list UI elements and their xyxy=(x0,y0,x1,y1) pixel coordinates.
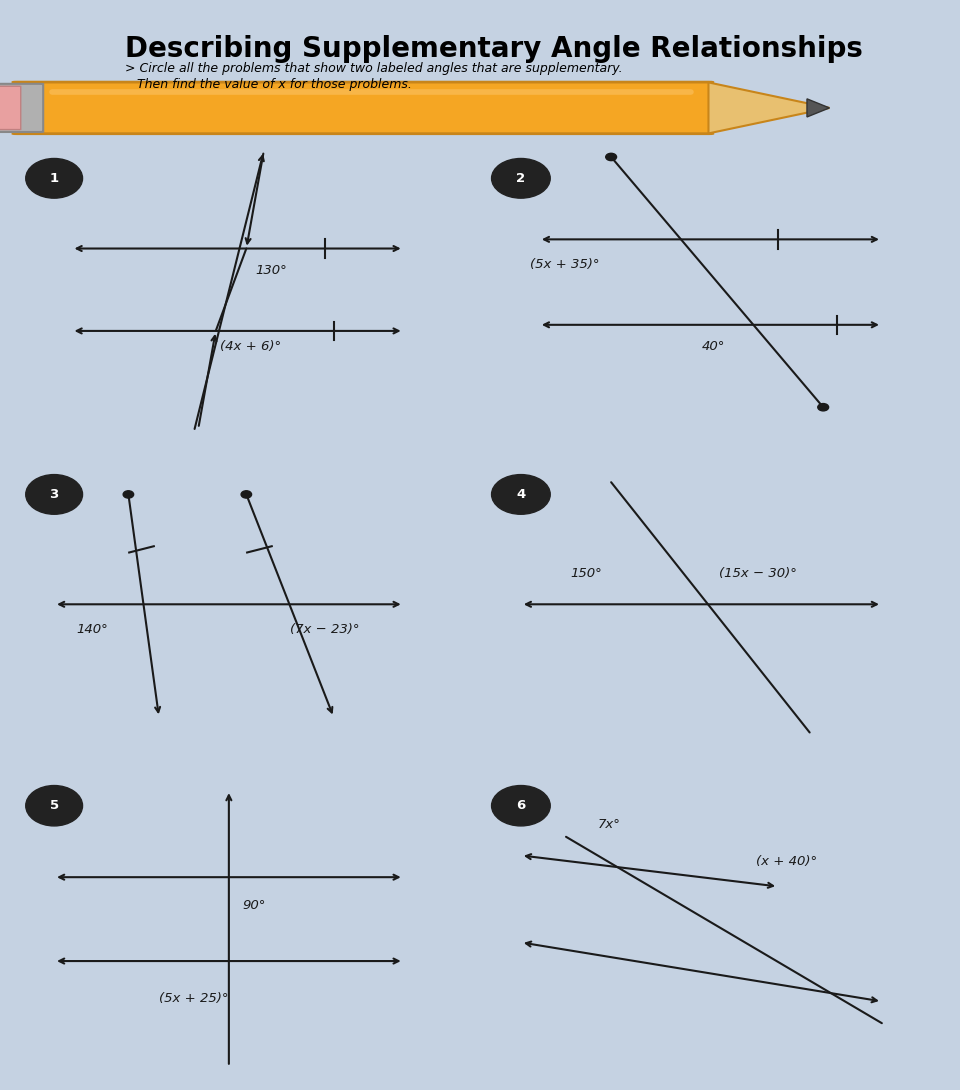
Polygon shape xyxy=(807,99,829,117)
FancyBboxPatch shape xyxy=(0,84,43,132)
FancyBboxPatch shape xyxy=(0,86,21,130)
Text: 5: 5 xyxy=(50,799,59,812)
Text: 150°: 150° xyxy=(570,567,602,580)
Text: > Circle all the problems that show two labeled angles that are supplementary.: > Circle all the problems that show two … xyxy=(125,62,622,75)
Text: 7x°: 7x° xyxy=(597,818,620,831)
Text: (7x − 23)°: (7x − 23)° xyxy=(290,622,359,635)
Text: 40°: 40° xyxy=(702,340,725,353)
Text: (5x + 25)°: (5x + 25)° xyxy=(159,992,228,1005)
Text: (x + 40)°: (x + 40)° xyxy=(756,855,817,868)
Circle shape xyxy=(818,403,828,411)
Text: 130°: 130° xyxy=(255,264,287,277)
Text: Then find the value of x for those problems.: Then find the value of x for those probl… xyxy=(125,78,412,92)
Text: (15x − 30)°: (15x − 30)° xyxy=(719,567,798,580)
Circle shape xyxy=(123,490,133,498)
Circle shape xyxy=(492,158,550,198)
Polygon shape xyxy=(708,83,829,133)
Text: 90°: 90° xyxy=(242,898,265,911)
Text: Describing Supplementary Angle Relationships: Describing Supplementary Angle Relations… xyxy=(125,35,863,63)
FancyBboxPatch shape xyxy=(12,82,712,134)
Circle shape xyxy=(492,474,550,514)
Circle shape xyxy=(492,786,550,826)
Text: (5x + 35)°: (5x + 35)° xyxy=(530,257,599,270)
Text: 4: 4 xyxy=(516,488,525,501)
Circle shape xyxy=(26,786,83,826)
Text: 1: 1 xyxy=(50,172,59,185)
Text: (4x + 6)°: (4x + 6)° xyxy=(220,340,281,353)
Text: 3: 3 xyxy=(50,488,59,501)
Circle shape xyxy=(26,158,83,198)
Circle shape xyxy=(26,474,83,514)
Text: 140°: 140° xyxy=(76,622,108,635)
Circle shape xyxy=(606,154,616,160)
Text: 6: 6 xyxy=(516,799,525,812)
Circle shape xyxy=(241,490,252,498)
Text: 2: 2 xyxy=(516,172,525,185)
